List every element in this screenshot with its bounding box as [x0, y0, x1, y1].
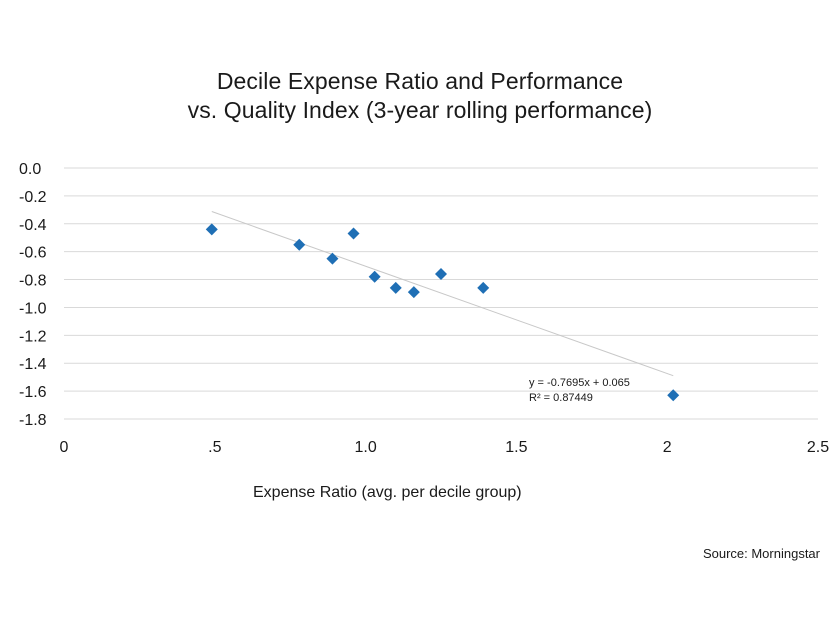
data-point-marker — [326, 252, 339, 265]
y-tick-label: -1.0 — [19, 300, 47, 317]
source-note: Source: Morningstar — [702, 546, 820, 561]
y-tick-label: -1.4 — [19, 356, 47, 373]
chart-title-line-1: Decile Expense Ratio and Performance — [216, 68, 624, 94]
x-tick-label: 2 — [663, 439, 672, 456]
data-point-marker — [347, 227, 360, 240]
chart-title-line-2: vs. Quality Index (3-year rolling perfor… — [187, 97, 653, 123]
data-point-marker — [477, 281, 490, 294]
y-tick-label: 0.0 — [19, 161, 41, 178]
y-tick-label: -0.4 — [19, 217, 47, 234]
x-tick-label: .5 — [208, 439, 221, 456]
y-tick-label: -1.8 — [19, 412, 47, 429]
x-axis-tick-labels: 0 .5 1.0 1.5 2 2.5 — [60, 439, 830, 456]
data-point-marker — [389, 281, 402, 294]
trendline — [211, 211, 674, 377]
x-tick-label: 2.5 — [807, 439, 829, 456]
x-tick-label: 1.0 — [354, 439, 376, 456]
y-axis-tick-labels: 0.0 -0.2 -0.4 -0.6 -0.8 -1.0 -1.2 -1.4 -1.6 -1.8 — [19, 161, 47, 429]
data-point-marker — [293, 238, 306, 251]
trendline-annotation: y = -0.7695x + 0.065 R² = 0.87449 — [529, 377, 630, 404]
trendline-equation: y = -0.7695x + 0.065 — [529, 377, 630, 389]
y-tick-label: -0.6 — [19, 245, 47, 262]
data-point-marker — [205, 223, 218, 236]
x-tick-label: 1.5 — [505, 439, 527, 456]
y-tick-label: -0.8 — [19, 273, 47, 290]
x-tick-label: 0 — [60, 439, 69, 456]
trendline-r-squared: R² = 0.87449 — [529, 392, 593, 404]
y-tick-label: -1.2 — [19, 328, 47, 345]
data-point-marker — [368, 270, 381, 283]
data-point-marker — [407, 286, 420, 299]
x-axis-label: Expense Ratio (avg. per decile group) — [253, 484, 522, 501]
data-points — [205, 223, 680, 402]
gridlines — [64, 167, 818, 420]
data-point-marker — [667, 389, 680, 402]
y-tick-label: -0.2 — [19, 189, 47, 206]
data-point-marker — [435, 267, 447, 280]
y-tick-label: -1.6 — [19, 384, 47, 401]
